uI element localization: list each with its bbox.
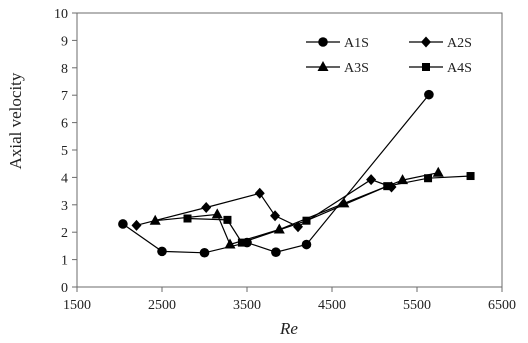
x-axis: 1500 2500 3500 4500 5500 6500 xyxy=(63,287,516,313)
legend: A1S A2S A3S A4S xyxy=(306,36,472,76)
y-tick-label: 5 xyxy=(61,144,68,159)
data-point xyxy=(424,89,434,100)
data-point xyxy=(383,182,392,191)
y-tick-label: 7 xyxy=(61,89,68,104)
data-point xyxy=(270,210,281,222)
data-point xyxy=(183,214,192,223)
data-point xyxy=(301,239,312,250)
legend-marker xyxy=(318,37,328,47)
data-point xyxy=(424,174,433,183)
x-tick-label: 2500 xyxy=(148,298,176,313)
y-tick-label: 6 xyxy=(61,117,68,132)
series-a3s xyxy=(149,166,444,249)
y-tick-label: 3 xyxy=(61,199,68,214)
legend-label: A3S xyxy=(344,61,369,76)
legend-marker xyxy=(317,61,329,71)
legend-item-a2s: A2S xyxy=(409,36,472,51)
series-line xyxy=(122,94,430,254)
legend-item-a4s: A4S xyxy=(409,61,472,76)
data-point xyxy=(271,247,281,258)
x-axis-title: Re xyxy=(279,319,298,338)
data-point xyxy=(157,246,167,257)
plot-area xyxy=(76,12,503,288)
y-tick-label: 8 xyxy=(61,62,68,77)
plot-border xyxy=(76,12,503,288)
legend-marker xyxy=(422,63,430,71)
data-point xyxy=(211,208,223,219)
data-point xyxy=(223,215,232,224)
y-axis: 0 1 2 3 4 5 6 7 8 9 10 xyxy=(54,7,77,296)
series-a1s xyxy=(118,89,434,258)
x-tick-label: 6500 xyxy=(488,298,516,313)
x-tick-label: 5500 xyxy=(403,298,431,313)
legend-item-a3s: A3S xyxy=(306,61,369,76)
legend-marker xyxy=(421,36,431,48)
data-point xyxy=(149,214,161,225)
data-point xyxy=(131,219,142,231)
data-point xyxy=(397,174,409,185)
y-tick-label: 0 xyxy=(61,281,68,296)
y-tick-label: 2 xyxy=(61,226,68,241)
x-tick-label: 1500 xyxy=(63,298,91,313)
y-tick-label: 10 xyxy=(54,7,68,22)
legend-label: A2S xyxy=(447,36,472,51)
data-point xyxy=(432,166,444,177)
data-point xyxy=(302,216,311,225)
data-point xyxy=(338,197,350,208)
y-axis-title: Axial velocity xyxy=(6,72,25,169)
legend-item-a1s: A1S xyxy=(306,36,369,51)
series-line xyxy=(155,172,439,246)
data-point xyxy=(199,247,210,258)
data-point xyxy=(237,238,246,247)
data-point xyxy=(118,219,128,229)
series-a4s xyxy=(183,172,475,247)
data-point xyxy=(224,238,236,249)
legend-label: A1S xyxy=(344,36,369,51)
series-layer xyxy=(118,89,475,258)
data-point xyxy=(254,187,265,199)
y-tick-label: 4 xyxy=(61,171,68,186)
legend-label: A4S xyxy=(447,61,472,76)
y-tick-label: 1 xyxy=(61,254,68,269)
y-tick-label: 9 xyxy=(61,34,68,49)
data-point xyxy=(366,174,377,186)
x-tick-label: 3500 xyxy=(233,298,261,313)
data-point xyxy=(201,202,212,214)
x-tick-label: 4500 xyxy=(318,298,346,313)
data-point xyxy=(466,172,475,181)
